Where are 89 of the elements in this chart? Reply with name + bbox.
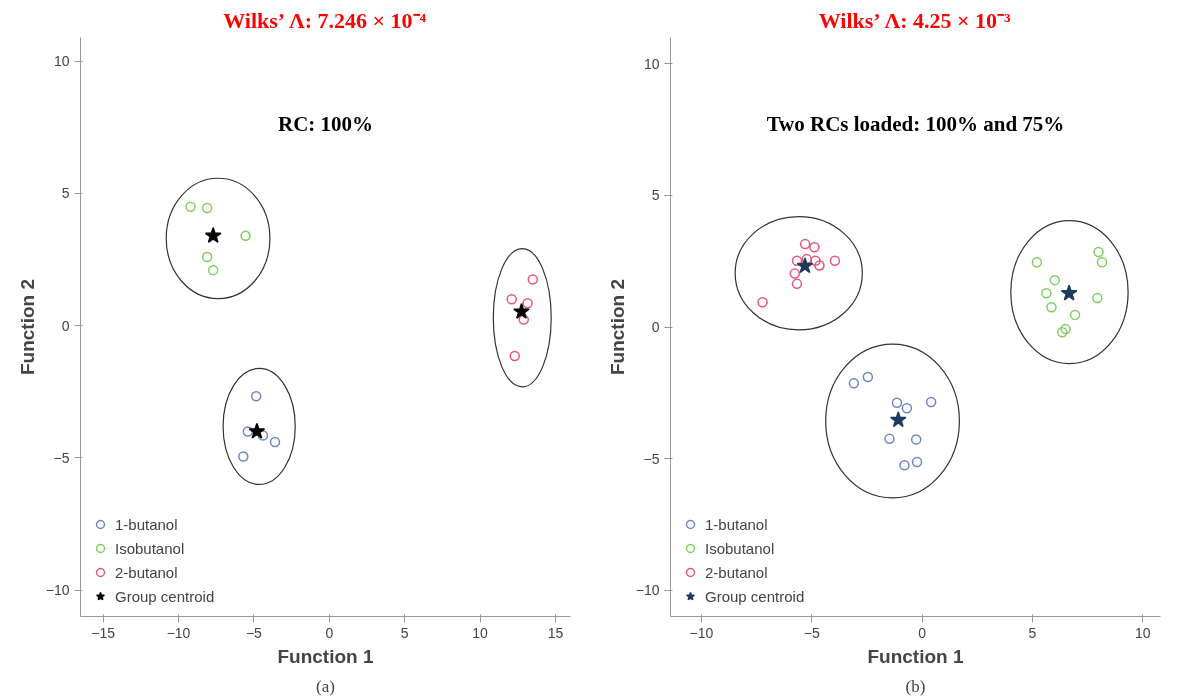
point xyxy=(527,274,539,285)
point xyxy=(789,268,801,279)
legend-label: 2-butanol xyxy=(115,563,178,581)
x-tick-label: 5 xyxy=(1028,624,1037,641)
legend-label: 2-butanol xyxy=(705,563,768,581)
annotation: Two RCs loaded: 100% and 75% xyxy=(766,111,1065,136)
point xyxy=(518,314,530,325)
y-axis-title: Function 2 xyxy=(16,278,38,376)
text: (b) xyxy=(905,676,926,696)
y-tick-label: −5 xyxy=(53,449,70,466)
annotation: RC: 100% xyxy=(277,111,374,136)
point xyxy=(238,451,249,462)
x-tick-label: 5 xyxy=(400,624,409,641)
point xyxy=(242,426,254,437)
point xyxy=(899,459,910,471)
point xyxy=(911,456,923,468)
legend-label: Isobutanol xyxy=(115,539,185,557)
point xyxy=(884,433,895,445)
x-tick-label: −5 xyxy=(245,624,263,641)
point xyxy=(848,378,860,389)
point xyxy=(1060,323,1071,335)
y-tick-label: −10 xyxy=(635,582,660,599)
point xyxy=(1093,246,1104,258)
point xyxy=(248,422,266,439)
point xyxy=(204,227,222,244)
point xyxy=(513,302,530,319)
point xyxy=(1057,327,1068,338)
point xyxy=(522,297,533,309)
legend-label: Isobutanol xyxy=(705,539,775,557)
point xyxy=(201,202,213,214)
point xyxy=(185,201,196,212)
x-tick-label: 15 xyxy=(547,624,564,641)
point xyxy=(250,391,262,402)
legend-label: 1-butanol xyxy=(705,515,768,533)
point xyxy=(925,396,937,408)
x-tick-label: 0 xyxy=(325,624,334,641)
point xyxy=(889,411,907,428)
x-axis-title: Function 1 xyxy=(277,645,374,667)
chart-title: Wilks’ Λ: 7.246 × 10⁻⁴ xyxy=(223,7,427,33)
point xyxy=(910,434,922,445)
x-tick-label: −10 xyxy=(689,624,714,641)
point xyxy=(1031,257,1043,268)
x-tick-label: 10 xyxy=(472,624,489,641)
y-tick-label: 0 xyxy=(651,319,660,335)
chart-title: Wilks’ Λ: 4.25 × 10⁻³ xyxy=(818,7,1012,33)
y-axis-title: Function 2 xyxy=(606,278,628,376)
point xyxy=(1096,257,1108,268)
y-tick-label: −10 xyxy=(45,582,70,599)
point xyxy=(269,436,281,448)
point xyxy=(1046,302,1057,313)
point xyxy=(901,403,913,414)
point xyxy=(891,397,903,409)
point xyxy=(506,294,517,305)
point xyxy=(810,255,821,266)
point xyxy=(1069,309,1081,321)
point xyxy=(791,255,803,266)
x-axis-title: Function 1 xyxy=(867,645,964,667)
legend-label: 1-butanol xyxy=(115,515,178,533)
y-tick-label: 5 xyxy=(651,187,660,204)
x-tick-label: −10 xyxy=(166,624,191,641)
x-tick-label: 10 xyxy=(1135,624,1151,641)
legend-label: Group centroid xyxy=(705,587,805,605)
point xyxy=(796,257,814,274)
point xyxy=(509,350,520,362)
point xyxy=(862,371,874,383)
point xyxy=(814,260,825,271)
x-tick-label: −5 xyxy=(803,624,820,641)
y-tick-label: 10 xyxy=(53,53,70,70)
point xyxy=(1049,274,1061,286)
point xyxy=(257,430,269,441)
y-tick-label: 0 xyxy=(61,317,70,334)
point xyxy=(1060,284,1078,301)
point xyxy=(809,242,820,253)
x-tick-label: 0 xyxy=(918,624,927,641)
legend-label: Group centroid xyxy=(115,587,215,605)
point xyxy=(1092,292,1103,304)
point xyxy=(240,230,251,242)
point xyxy=(757,297,768,308)
point xyxy=(791,278,803,290)
point xyxy=(201,251,213,263)
y-tick-label: 10 xyxy=(643,55,660,72)
text: (a) xyxy=(316,676,335,696)
x-tick-label: −15 xyxy=(91,624,116,641)
point xyxy=(1041,288,1052,299)
point xyxy=(207,264,219,276)
point xyxy=(799,238,811,250)
point xyxy=(829,255,841,266)
y-tick-label: 5 xyxy=(61,185,70,202)
y-tick-label: −5 xyxy=(643,450,660,467)
